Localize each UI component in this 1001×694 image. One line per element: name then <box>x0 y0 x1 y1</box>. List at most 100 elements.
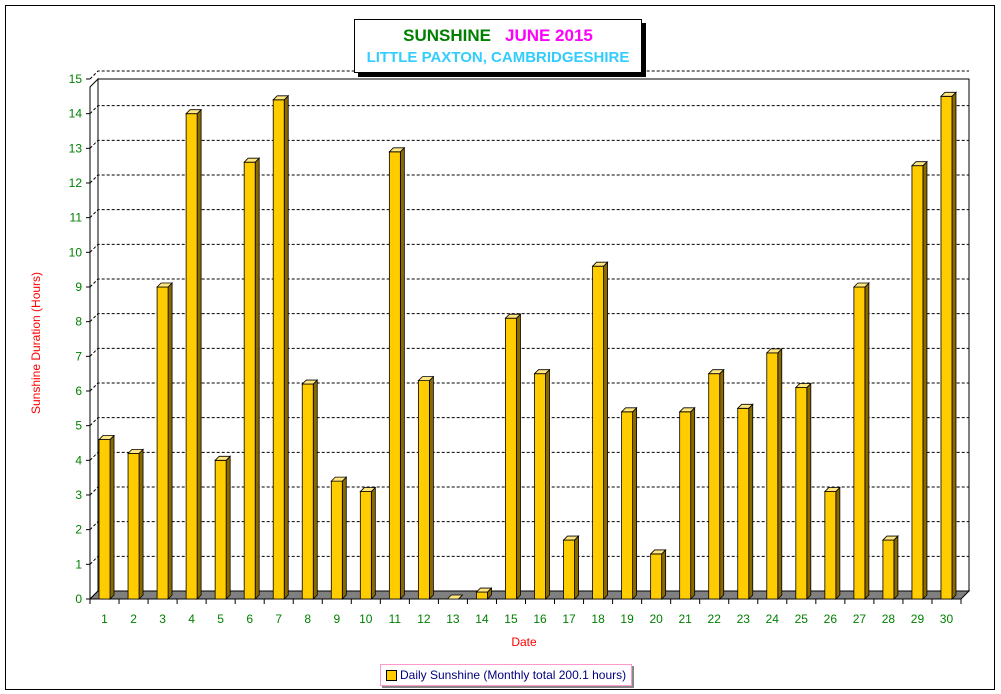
bar-top <box>127 448 145 454</box>
chart-subtitle: LITTLE PAXTON, CAMBRIDGESHIRE <box>366 49 630 66</box>
bar-top <box>475 587 493 593</box>
legend: Daily Sunshine (Monthly total 200.1 hour… <box>380 664 633 686</box>
bar-top <box>185 109 203 115</box>
bar-side <box>196 108 202 600</box>
bar-side <box>893 535 899 600</box>
bar <box>272 94 290 600</box>
bar-top <box>330 476 348 482</box>
y-tick-label: 2 <box>75 523 82 537</box>
bar <box>649 548 667 600</box>
x-tick-label: 27 <box>853 612 867 626</box>
bar-side <box>516 313 521 600</box>
bar-front <box>417 380 430 600</box>
gridline <box>89 243 969 253</box>
bar-side <box>254 157 260 600</box>
bar-top <box>446 594 464 600</box>
x-tick-label: 28 <box>882 612 896 626</box>
bar-side <box>719 368 725 600</box>
chart-title: SUNSHINE <box>403 26 491 45</box>
bar-side <box>428 375 434 600</box>
bar-side <box>545 368 550 600</box>
x-tick-label: 21 <box>679 612 693 626</box>
y-tick-label: 15 <box>69 72 83 86</box>
bar-side <box>748 403 754 600</box>
bar-side <box>167 282 173 600</box>
bar-front <box>476 591 488 600</box>
bar-top <box>504 313 522 319</box>
x-tick-label: 26 <box>824 612 838 626</box>
bar-front <box>853 286 866 600</box>
x-tick-label: 30 <box>940 612 954 626</box>
bar <box>214 455 232 600</box>
bar <box>940 91 957 600</box>
bar-front <box>592 265 604 600</box>
bar-top <box>533 369 551 375</box>
bar-front <box>98 439 111 600</box>
bar-side <box>603 261 608 600</box>
x-tick-label: 14 <box>475 612 489 626</box>
bar-side <box>283 94 289 600</box>
y-tick-label: 8 <box>75 315 82 329</box>
x-tick-label: 19 <box>620 612 634 626</box>
gridlines <box>89 70 969 565</box>
x-tick-label: 1 <box>101 612 108 626</box>
bar <box>475 587 493 600</box>
bar <box>707 368 725 600</box>
bar-side <box>632 406 638 600</box>
bar-front <box>243 161 256 600</box>
y-tick-label: 7 <box>75 349 82 363</box>
x-tick-label: 8 <box>304 612 311 626</box>
bar-top <box>272 95 290 101</box>
bar <box>620 406 638 600</box>
bar-top <box>417 376 435 382</box>
x-axis-ticks: 1 2 3 4 5 6 7 8 9 10 11 12 13 14 15 16 17 18 19 20 21 22 23 24 2… <box>89 599 962 626</box>
bar-side <box>951 91 957 600</box>
bar-side <box>225 455 231 600</box>
bar-top <box>214 455 232 461</box>
bar <box>185 108 203 600</box>
bar-side <box>138 448 144 600</box>
gridline <box>89 555 969 565</box>
bar-front <box>882 539 895 600</box>
x-tick-label: 9 <box>333 612 340 626</box>
bar-side <box>109 434 115 600</box>
gridline <box>89 347 969 357</box>
legend-swatch <box>386 670 397 682</box>
bar <box>910 160 928 600</box>
bar-top <box>765 348 783 354</box>
gridline <box>89 451 969 461</box>
bar-front <box>940 95 953 600</box>
gridline <box>89 209 969 219</box>
bar <box>127 448 145 600</box>
x-tick-label: 12 <box>417 612 431 626</box>
x-tick-label: 16 <box>533 612 547 626</box>
plot-area <box>97 78 970 592</box>
bar <box>243 157 261 600</box>
bar <box>98 434 115 600</box>
x-tick-label: 15 <box>504 612 518 626</box>
bar-side <box>312 379 318 600</box>
y-axis-title: Sunshine Duration (Hours) <box>29 272 43 414</box>
bar <box>417 375 435 600</box>
bar-front <box>563 539 575 600</box>
bar <box>156 282 174 600</box>
bar-side <box>690 406 696 600</box>
title-line: SUNSHINE JUNE 2015 <box>355 26 641 46</box>
chart-title-box: SUNSHINE JUNE 2015 LITTLE PAXTON, CAMBRID… <box>354 19 642 73</box>
y-tick-label: 14 <box>69 107 83 121</box>
bar <box>678 406 696 600</box>
bar-side <box>864 282 870 600</box>
bar-front <box>330 480 343 600</box>
x-tick-label: 25 <box>795 612 809 626</box>
bar <box>736 403 754 600</box>
bar-front <box>156 286 169 600</box>
x-tick-label: 24 <box>766 612 780 626</box>
bar-front <box>824 491 837 600</box>
bar-front <box>621 411 634 600</box>
bar-top <box>910 161 928 167</box>
bar-side <box>777 347 783 600</box>
bar-top <box>388 147 406 153</box>
bar <box>301 379 319 600</box>
x-tick-label: 17 <box>562 612 576 626</box>
bar-top <box>881 535 899 541</box>
